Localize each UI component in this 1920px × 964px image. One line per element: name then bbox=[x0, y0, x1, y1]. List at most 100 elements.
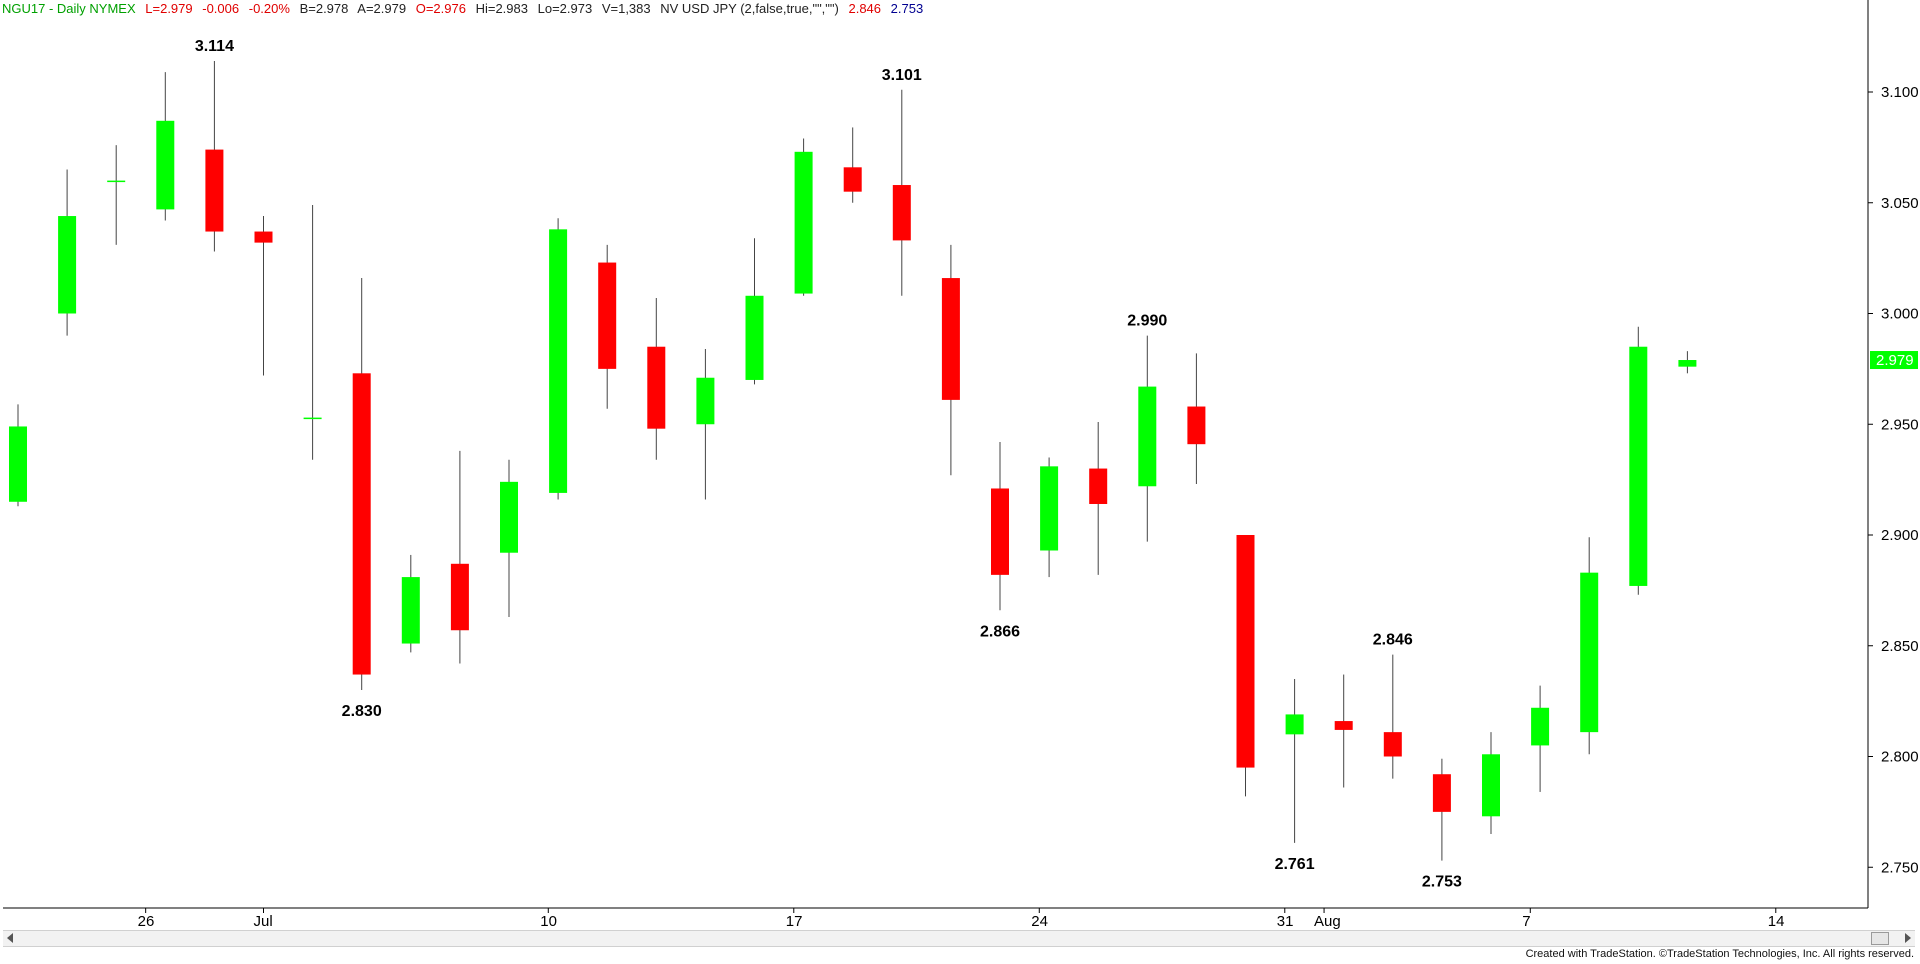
candle-body-up bbox=[1040, 466, 1059, 551]
candle-body-up bbox=[156, 120, 175, 210]
candle-body-up bbox=[745, 295, 764, 380]
symbol-label: NGU17 - Daily NYMEX bbox=[2, 1, 136, 16]
candle bbox=[941, 244, 960, 476]
candle-body-down bbox=[941, 278, 960, 400]
candle bbox=[500, 459, 518, 617]
candle bbox=[107, 145, 126, 245]
candle-body-down bbox=[892, 185, 911, 241]
candle bbox=[58, 169, 77, 336]
candle-body-up bbox=[1482, 754, 1500, 817]
candle bbox=[401, 554, 420, 653]
volume: V=1,383 bbox=[601, 1, 651, 16]
time-tick-label: Aug bbox=[1314, 913, 1341, 930]
scrollbar-thumb[interactable] bbox=[1871, 932, 1889, 945]
candle-body-up bbox=[1580, 572, 1599, 733]
candle bbox=[1432, 758, 1451, 861]
time-tick-label: 10 bbox=[540, 913, 557, 930]
candle bbox=[991, 441, 1009, 611]
time-tick-label: 24 bbox=[1031, 913, 1048, 930]
last-price: L=2.979 bbox=[145, 1, 193, 16]
candle bbox=[254, 216, 273, 376]
candle bbox=[352, 278, 371, 691]
time-tick-label: 31 bbox=[1277, 913, 1294, 930]
price-annotation: 3.114 bbox=[195, 38, 234, 55]
time-tick-label: 14 bbox=[1768, 913, 1785, 930]
copyright-footer: Created with TradeStation. ©TradeStation… bbox=[1525, 948, 1914, 960]
price-annotation: 2.866 bbox=[980, 623, 1020, 640]
candle bbox=[696, 348, 715, 500]
candle-body-down bbox=[205, 149, 224, 232]
candle-body-down bbox=[1089, 468, 1108, 504]
candle-body-up bbox=[794, 151, 813, 294]
price-tick-label: 2.950 bbox=[1881, 416, 1919, 433]
candle-body-up bbox=[500, 481, 518, 553]
candle bbox=[892, 89, 911, 296]
price-tick-label: 3.000 bbox=[1881, 306, 1919, 323]
candle bbox=[1629, 326, 1648, 595]
candle bbox=[450, 450, 469, 664]
candle-body-up bbox=[107, 180, 126, 183]
scroll-left-arrow-icon[interactable] bbox=[7, 933, 13, 943]
candle-body-down bbox=[647, 346, 666, 429]
candle bbox=[1187, 353, 1206, 485]
candle-body-down bbox=[1383, 732, 1402, 757]
time-tick-label: 17 bbox=[786, 913, 803, 930]
net-change: -0.006 bbox=[202, 1, 240, 16]
price-annotation: 2.990 bbox=[1127, 313, 1167, 330]
status-bar: NGU17 - Daily NYMEX L=2.979 -0.006 -0.20… bbox=[2, 1, 929, 19]
candle-body-up bbox=[549, 229, 568, 493]
candle bbox=[1285, 678, 1304, 843]
candle bbox=[9, 404, 27, 507]
candle-body-down bbox=[598, 262, 617, 369]
price-annotation: 2.830 bbox=[342, 703, 382, 720]
candle-body-down bbox=[1187, 406, 1206, 445]
candle-body-up bbox=[9, 426, 27, 502]
price-tick-label: 2.850 bbox=[1881, 638, 1919, 655]
candle bbox=[205, 60, 224, 252]
candle bbox=[156, 72, 175, 221]
candle-body-up bbox=[1531, 707, 1550, 746]
candle bbox=[1040, 457, 1059, 578]
current-price-label: 2.979 bbox=[1876, 352, 1914, 369]
candle-body-down bbox=[1236, 535, 1255, 768]
percent-change: -0.20% bbox=[248, 1, 290, 16]
candle bbox=[1531, 685, 1550, 792]
indicator-value-1: 2.846 bbox=[848, 1, 882, 16]
candle-body-down bbox=[1432, 774, 1451, 812]
candle bbox=[1334, 674, 1353, 788]
candle-body-down bbox=[843, 167, 862, 192]
candle bbox=[745, 238, 764, 385]
candle bbox=[794, 138, 813, 296]
price-tick-label: 2.900 bbox=[1881, 527, 1919, 544]
candle-body-down bbox=[254, 231, 273, 243]
price-chart[interactable]: 3.100 3.050 3.000 2.950 2.900 2.850 2.800 2.750… bbox=[0, 0, 1920, 930]
candle-body-down bbox=[991, 488, 1009, 575]
bid-price: B=2.978 bbox=[299, 1, 349, 16]
price-annotation: 2.846 bbox=[1373, 632, 1413, 649]
candle bbox=[1089, 422, 1108, 575]
price-annotation: 2.753 bbox=[1422, 874, 1462, 891]
open-price: O=2.976 bbox=[415, 1, 466, 16]
candle-body-down bbox=[352, 373, 371, 675]
candle-body-up bbox=[401, 577, 420, 644]
high-price: Hi=2.983 bbox=[475, 1, 528, 16]
price-annotation: 2.761 bbox=[1275, 856, 1315, 873]
scroll-right-arrow-icon[interactable] bbox=[1905, 933, 1911, 943]
time-tick-label: 26 bbox=[138, 913, 155, 930]
candle bbox=[1138, 335, 1157, 542]
candle-body-up bbox=[303, 417, 322, 420]
candle-body-down bbox=[1334, 721, 1353, 730]
price-tick-label: 3.050 bbox=[1881, 195, 1919, 212]
candle-body-up bbox=[1138, 386, 1157, 487]
candle bbox=[1383, 654, 1402, 779]
candle bbox=[549, 218, 568, 500]
candle-body-down bbox=[450, 563, 469, 631]
indicator-params: NV USD JPY (2,false,true,"","") bbox=[660, 1, 839, 16]
candle bbox=[1580, 537, 1599, 755]
candle bbox=[1678, 351, 1697, 374]
time-tick-label: Jul bbox=[254, 913, 273, 930]
candle bbox=[1236, 535, 1255, 797]
horizontal-scrollbar[interactable] bbox=[3, 930, 1915, 947]
time-tick-label: 7 bbox=[1522, 913, 1530, 930]
